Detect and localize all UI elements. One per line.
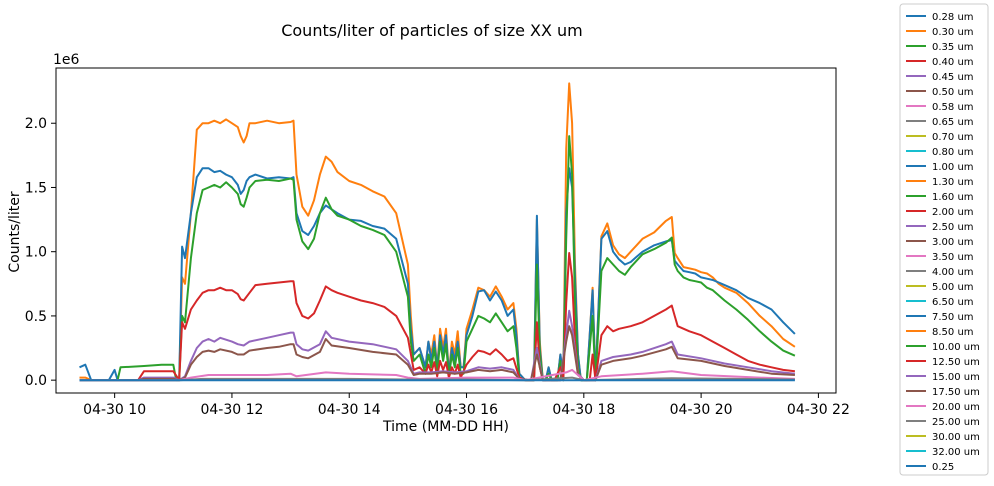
- legend-label: 15.00 um: [932, 372, 980, 383]
- legend-label: 0.65 um: [932, 117, 974, 128]
- x-tick-label: 04-30 16: [435, 402, 498, 418]
- legend-label: 32.00 um: [932, 447, 980, 458]
- legend-label: 1.30 um: [932, 177, 974, 188]
- y-tick-label: 1.0: [25, 245, 47, 261]
- series-line-5: [79, 325, 795, 382]
- legend-label: 0.50 um: [932, 87, 974, 98]
- y-axis-label: Counts/liter: [7, 191, 23, 272]
- x-tick-label: 04-30 10: [83, 402, 146, 418]
- legend-label: 0.40 um: [932, 57, 974, 68]
- legend-label: 8.50 um: [932, 327, 974, 338]
- legend-label: 6.50 um: [932, 297, 974, 308]
- y-tick-label: 0.5: [25, 309, 47, 325]
- legend-label: 0.58 um: [932, 102, 974, 113]
- x-tick-label: 04-30 18: [552, 402, 615, 418]
- legend-label: 3.50 um: [932, 252, 974, 263]
- legend-label: 0.28 um: [932, 12, 974, 23]
- legend-label: 25.00 um: [932, 417, 980, 428]
- legend-label: 30.00 um: [932, 432, 980, 443]
- legend-label: 2.00 um: [932, 207, 974, 218]
- legend-label: 7.50 um: [932, 312, 974, 323]
- x-tick-label: 04-30 14: [318, 402, 381, 418]
- legend: 0.28 um 0.30 um 0.35 um 0.40 um 0.45 um 0.50 …: [899, 3, 989, 476]
- legend-label: 20.00 um: [932, 402, 980, 413]
- x-axis-ticks: 04-30 10 04-30 12 04-30 14 04-30 16 04-30 18…: [83, 393, 850, 418]
- legend-label: 0.80 um: [932, 147, 974, 158]
- series-line-2: [79, 135, 796, 382]
- legend-label: 10.00 um: [932, 342, 980, 353]
- y-axis-ticks: 0.0 0.5 1.0 1.5 2.0: [25, 116, 56, 389]
- legend-label: 3.00 um: [932, 237, 974, 248]
- chart-title: Counts/liter of particles of size XX um: [281, 21, 583, 40]
- x-tick-label: 04-30 22: [787, 402, 850, 418]
- legend-label: 12.50 um: [932, 357, 980, 368]
- legend-label: 0.70 um: [932, 132, 974, 143]
- legend-label: 0.30 um: [932, 27, 974, 38]
- y-tick-label: 1.5: [25, 180, 47, 196]
- x-tick-label: 04-30 20: [670, 402, 733, 418]
- series-line-0: [79, 82, 796, 382]
- series-layer: [79, 82, 796, 382]
- legend-label: 0.35 um: [932, 42, 974, 53]
- legend-label: 0.45 um: [932, 72, 974, 83]
- legend-label: 1.00 um: [932, 162, 974, 173]
- series-line-1: [79, 167, 796, 382]
- legend-label: 2.50 um: [932, 222, 974, 233]
- legend-label: 1.60 um: [932, 192, 974, 203]
- legend-label: 17.50 um: [932, 387, 980, 398]
- legend-label: 4.00 um: [932, 267, 974, 278]
- legend-label: 5.00 um: [932, 282, 974, 293]
- y-tick-label: 2.0: [25, 116, 47, 132]
- plot-frame: [55, 67, 837, 394]
- y-tick-label: 0.0: [25, 373, 47, 389]
- legend-label: 0.25: [932, 462, 954, 473]
- x-axis-label: Time (MM-DD HH): [382, 419, 509, 435]
- y-multiplier-label: 1e6: [53, 52, 80, 68]
- x-tick-label: 04-30 12: [200, 402, 263, 418]
